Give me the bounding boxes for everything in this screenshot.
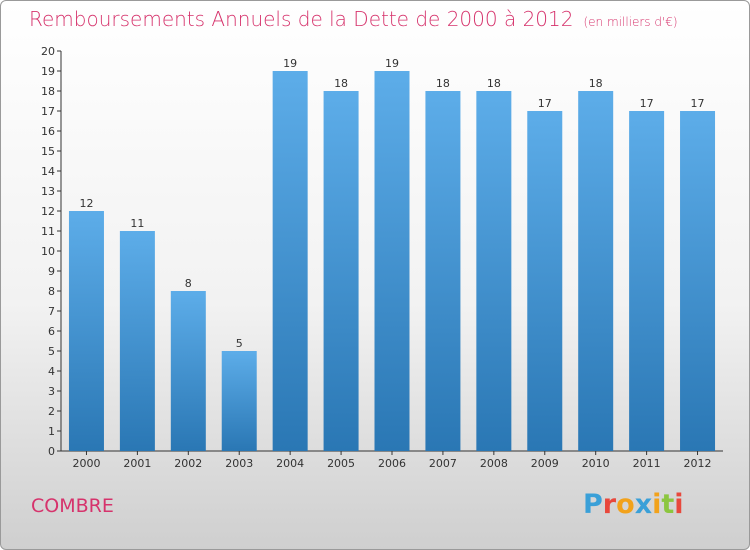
x-tick-label-2003: 2003	[225, 457, 253, 470]
value-label-2010: 18	[589, 77, 603, 90]
proxiti-logo: Proxiti	[583, 489, 684, 520]
bar-2010	[578, 91, 614, 451]
value-label-2000: 12	[79, 197, 93, 210]
value-label-2008: 18	[487, 77, 501, 90]
y-tick-label: 10	[41, 245, 55, 258]
y-tick-label: 4	[48, 365, 55, 378]
x-tick-label-2008: 2008	[480, 457, 508, 470]
y-tick-label: 8	[48, 285, 55, 298]
logo-letter: t	[661, 489, 675, 520]
bar-2008	[476, 91, 512, 451]
bar-2003	[221, 351, 257, 451]
commune-name: COMBRE	[31, 495, 114, 517]
logo-letter: o	[616, 489, 635, 520]
bar-2007	[425, 91, 461, 451]
x-tick-label-2002: 2002	[174, 457, 202, 470]
bar-2005	[323, 91, 359, 451]
y-tick-label: 9	[48, 265, 55, 278]
x-tick-label-2012: 2012	[684, 457, 712, 470]
logo-letter: i	[652, 489, 662, 520]
chart-unit: (en milliers d'€)	[583, 15, 678, 29]
value-label-2004: 19	[283, 57, 297, 70]
x-tick-label-2011: 2011	[633, 457, 661, 470]
bar-2012	[680, 111, 716, 451]
x-tick-label-2000: 2000	[72, 457, 100, 470]
y-tick-label: 18	[41, 85, 55, 98]
y-tick-label: 19	[41, 65, 55, 78]
y-tick-label: 11	[41, 225, 55, 238]
y-tick-label: 12	[41, 205, 55, 218]
y-tick-label: 16	[41, 125, 55, 138]
bar-2000	[68, 211, 104, 451]
y-tick-label: 1	[48, 425, 55, 438]
y-tick-label: 13	[41, 185, 55, 198]
chart-title: Remboursements Annuels de la Dette de 20…	[29, 7, 678, 31]
bar-2004	[272, 71, 308, 451]
value-label-2007: 18	[436, 77, 450, 90]
x-tick-label-2001: 2001	[123, 457, 151, 470]
x-tick-label-2007: 2007	[429, 457, 457, 470]
bar-2006	[374, 71, 410, 451]
y-tick-label: 0	[48, 445, 55, 458]
y-tick-label: 5	[48, 345, 55, 358]
chart-bars	[68, 71, 716, 451]
x-tick-label-2005: 2005	[327, 457, 355, 470]
value-label-2003: 5	[236, 337, 243, 350]
value-label-2011: 17	[640, 97, 654, 110]
value-label-2002: 8	[185, 277, 192, 290]
value-label-2009: 17	[538, 97, 552, 110]
logo-letter: x	[634, 489, 653, 520]
bar-2002	[170, 291, 206, 451]
bar-2009	[527, 111, 563, 451]
chart-labels: 2000 12 2001 11 2002 8 2003 5 2004 19 2005 18 2006 19…	[72, 57, 711, 470]
y-tick-label: 20	[41, 45, 55, 58]
y-tick-label: 7	[48, 305, 55, 318]
value-label-2006: 19	[385, 57, 399, 70]
y-tick-label: 3	[48, 385, 55, 398]
x-tick-label-2006: 2006	[378, 457, 406, 470]
bar-2001	[119, 231, 155, 451]
y-tick-label: 17	[41, 105, 55, 118]
y-tick-label: 14	[41, 165, 55, 178]
value-label-2001: 11	[130, 217, 144, 230]
logo-letter: r	[602, 489, 617, 520]
y-tick-label: 2	[48, 405, 55, 418]
value-label-2005: 18	[334, 77, 348, 90]
bar-2011	[629, 111, 665, 451]
y-tick-label: 6	[48, 325, 55, 338]
logo-letter: P	[583, 489, 603, 520]
x-tick-label-2009: 2009	[531, 457, 559, 470]
x-tick-label-2010: 2010	[582, 457, 610, 470]
y-tick-label: 15	[41, 145, 55, 158]
logo-letter: i	[674, 489, 684, 520]
x-tick-label-2004: 2004	[276, 457, 304, 470]
value-label-2012: 17	[691, 97, 705, 110]
chart-title-text: Remboursements Annuels de la Dette de 20…	[29, 7, 574, 31]
